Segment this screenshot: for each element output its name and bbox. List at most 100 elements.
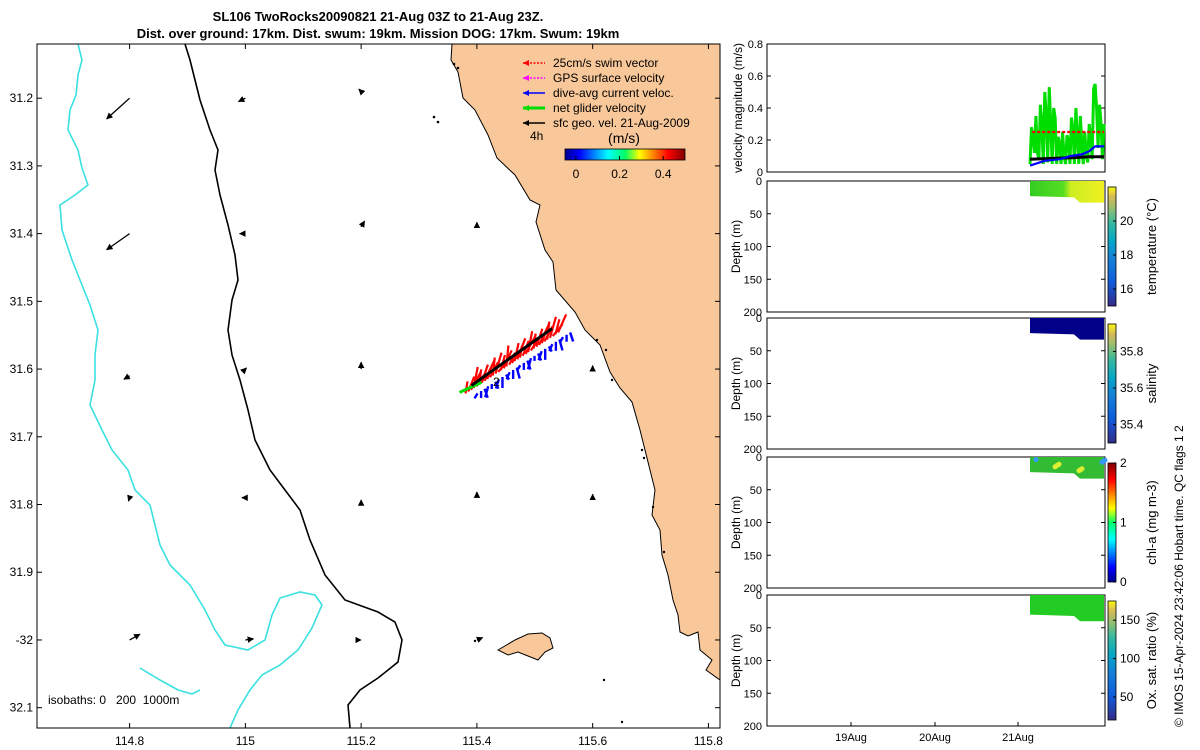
profile-colorbar-tick-label: 35.8 — [1120, 344, 1144, 358]
map-y-tick-label: 31.5 — [10, 294, 34, 308]
profile-colorbar-label: temperature (°C) — [1144, 198, 1159, 295]
time-x-tick-label: 21Aug — [1002, 732, 1034, 744]
velocity-panel: velocity magnitude (m/s) 0 0.2 0.4 0.6 0.8 — [731, 39, 1106, 179]
profile-y-tick-label: 150 — [744, 550, 762, 562]
profile-y-tick-label: 0 — [756, 590, 762, 602]
profile-data-block — [1030, 595, 1104, 622]
velocity-series-line — [1028, 83, 1106, 165]
map-y-tick-label: 31.8 — [10, 498, 34, 512]
geo-vector-arrow — [106, 233, 130, 251]
profile-y-tick-label: 0 — [756, 313, 762, 325]
swim-vector — [464, 381, 469, 394]
map-x-tick-label: 115.8 — [694, 734, 723, 748]
geo-vector-arrow — [127, 494, 134, 502]
velocity-y-tick-label: 0.2 — [748, 135, 763, 147]
velocity-y-tick-label: 0.4 — [748, 103, 763, 115]
geo-vector-arrow — [245, 636, 255, 643]
profile-y-tick-label: 100 — [744, 656, 762, 668]
current-vector — [484, 386, 490, 398]
colorbar-unit: (m/s) — [608, 130, 640, 146]
swim-vector — [527, 330, 534, 353]
profile-data-point — [1052, 464, 1058, 470]
swim-vector — [491, 357, 496, 376]
glider-track — [458, 313, 575, 400]
legend-label: sfc geo. vel. 21-Aug-2009 — [553, 116, 690, 130]
profile-colorbar-tick-label: 16 — [1120, 282, 1134, 296]
current-vector — [473, 392, 479, 400]
glider-track-line — [470, 327, 554, 387]
velocity-series — [1028, 83, 1106, 167]
geo-vector-arrow — [123, 373, 131, 380]
profile-data-point — [1076, 468, 1082, 474]
profile-colorbar — [1107, 186, 1117, 307]
legend-arrowhead — [523, 105, 529, 111]
profile-y-tick-label: 50 — [750, 209, 762, 221]
swim-vector — [557, 313, 568, 333]
map-x-tick-label: 115.2 — [347, 734, 376, 748]
geo-vector-arrow — [106, 97, 131, 120]
profile-panel: 0 50 100 150 200 Depth (m) 50 100 150 Ox. sat. ra… — [729, 590, 1159, 733]
velocity-y-tick-label: 0.6 — [748, 71, 763, 83]
profile-y-tick-label: 200 — [744, 583, 762, 595]
profile-ylabel: Depth (m) — [729, 496, 743, 549]
profile-panel: 0 50 100 150 200 Depth (m) 16 18 20 temperature (… — [729, 176, 1159, 319]
profile-data-point — [1033, 457, 1039, 463]
map-x-tick-label: 115.6 — [578, 734, 607, 748]
profile-axes — [766, 456, 1106, 589]
isobath-1000m — [59, 44, 323, 728]
profile-y-tick-label: 150 — [744, 274, 762, 286]
land-area — [450, 44, 720, 681]
geo-vector-arrow — [358, 220, 366, 228]
geo-vector-field — [106, 88, 596, 643]
swim-vector — [480, 364, 489, 383]
map-x-tick-label: 114.8 — [115, 734, 144, 748]
chart-title-line2: Dist. over ground: 17km. Dist. swum: 19k… — [137, 26, 620, 41]
profile-colorbar-label: chl-a (mg m-3) — [1144, 480, 1159, 565]
current-vector — [516, 364, 522, 371]
coastal-islets — [432, 62, 666, 724]
legend-label: 25cm/s swim vector — [553, 56, 658, 70]
geo-vector-arrow — [358, 88, 366, 96]
colorbar-tick-label: 0.2 — [611, 167, 628, 181]
profile-y-tick-label: 100 — [744, 518, 762, 530]
profile-axes — [766, 594, 1106, 727]
profile-y-tick-label: 200 — [744, 721, 762, 733]
profile-data-block — [1030, 181, 1104, 203]
colorbar-tick-label: 0.4 — [655, 167, 672, 181]
swim-vector — [494, 352, 503, 374]
legend-label: dive-avg current veloc. — [553, 86, 674, 100]
profile-y-tick-label: 200 — [744, 307, 762, 319]
map-x-axis: 114.8 115 115.2 115.4 115.6 115.8 — [115, 44, 723, 748]
profile-colorbar-tick-label: 35.4 — [1120, 418, 1144, 432]
island — [496, 632, 554, 661]
legend-label: GPS surface velocity — [553, 71, 664, 85]
map-y-tick-label: 32.1 — [10, 701, 34, 715]
profile-y-tick-label: 100 — [744, 242, 762, 254]
map-y-tick-label: 31.6 — [10, 362, 34, 376]
map-colorbar — [564, 148, 686, 161]
velocity-y-tick-label: 0.8 — [748, 39, 763, 51]
current-vector — [569, 332, 575, 342]
legend-arrowhead — [523, 60, 529, 66]
geo-vector-arrow — [476, 636, 484, 643]
swim-vector — [554, 318, 561, 335]
velocity-yticks: 0 0.2 0.4 0.6 0.8 — [748, 39, 1105, 179]
map-y-tick-label: -32 — [16, 633, 34, 647]
current-vector — [558, 336, 565, 343]
geo-vector-arrow — [237, 96, 246, 103]
isobaths-note: isobaths: 0 200 1000m — [48, 693, 179, 707]
geo-vector-arrow — [129, 633, 141, 641]
profile-axes — [766, 317, 1106, 450]
current-vector — [537, 350, 543, 361]
profile-colorbar-tick-label: 50 — [1120, 690, 1134, 704]
profile-y-tick-label: 0 — [756, 176, 762, 188]
map-x-tick-label: 115.4 — [462, 734, 491, 748]
legend-label: net glider velocity — [553, 101, 646, 115]
profile-colorbar-label: Ox. sat. ratio (%) — [1144, 612, 1159, 710]
profile-y-tick-label: 150 — [744, 411, 762, 423]
time-tag: 4h — [530, 129, 543, 143]
profile-data-block — [1030, 457, 1104, 479]
profile-y-tick-label: 150 — [744, 688, 762, 700]
